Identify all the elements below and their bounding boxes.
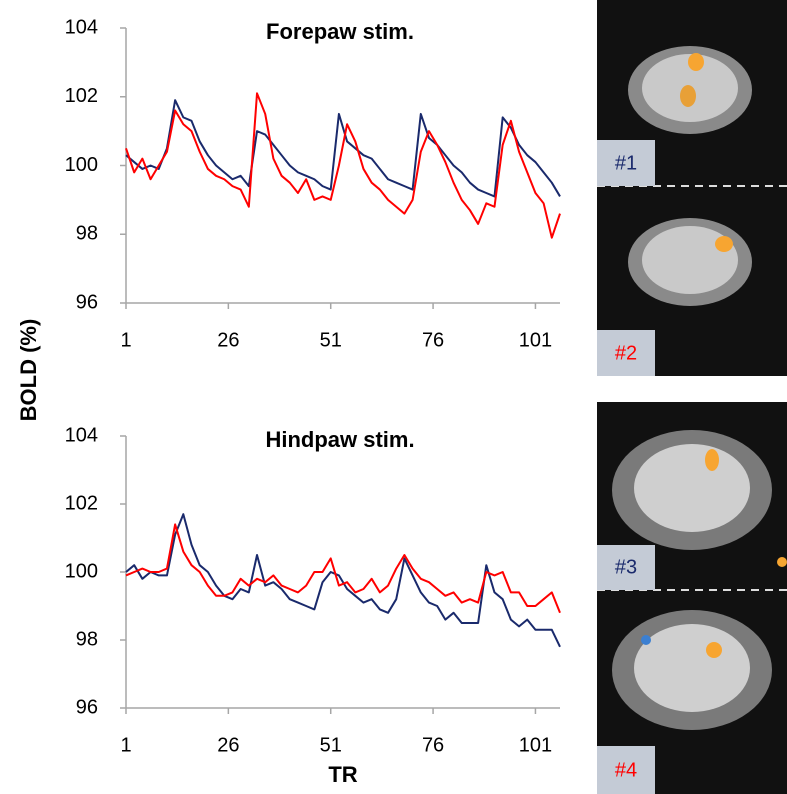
y-tick-label: 96 <box>76 291 98 313</box>
x-axis-label: TR <box>328 762 357 787</box>
y-tick-label: 100 <box>65 154 98 176</box>
x-tick-label: 26 <box>217 734 239 756</box>
data-line <box>125 523 561 614</box>
y-tick-label: 96 <box>76 696 98 718</box>
x-tick-label: 1 <box>120 329 131 351</box>
y-tick-label: 104 <box>65 16 98 38</box>
data-line <box>125 513 561 648</box>
chart-title: Hindpaw stim. <box>265 427 414 452</box>
data-line <box>125 99 561 198</box>
data-line <box>125 92 561 239</box>
chart-title: Forepaw stim. <box>266 19 414 44</box>
y-axis-label: BOLD (%) <box>16 319 41 422</box>
y-tick-label: 98 <box>76 628 98 650</box>
image-label: #2 <box>615 342 637 364</box>
image-label: #1 <box>615 152 637 174</box>
x-tick-label: 51 <box>320 329 342 351</box>
x-tick-label: 76 <box>422 734 444 756</box>
x-tick-label: 1 <box>120 734 131 756</box>
x-tick-label: 101 <box>519 329 552 351</box>
x-tick-label: 101 <box>519 734 552 756</box>
x-tick-label: 51 <box>320 734 342 756</box>
y-tick-label: 98 <box>76 223 98 245</box>
y-tick-label: 104 <box>65 424 98 446</box>
image-label: #4 <box>615 759 637 781</box>
x-tick-label: 26 <box>217 329 239 351</box>
y-tick-label: 102 <box>65 85 98 107</box>
y-tick-label: 102 <box>65 492 98 514</box>
x-tick-label: 76 <box>422 329 444 351</box>
image-panel <box>597 0 787 794</box>
image-label: #3 <box>615 556 637 578</box>
y-tick-label: 100 <box>65 560 98 582</box>
